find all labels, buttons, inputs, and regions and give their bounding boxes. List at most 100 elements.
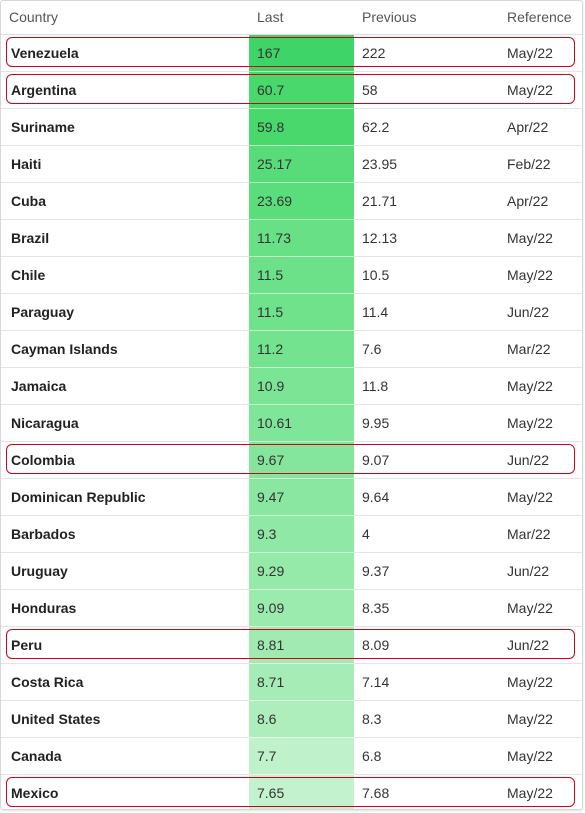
- last-value-cell: 59.8: [249, 107, 354, 145]
- country-link[interactable]: Colombia: [11, 451, 75, 468]
- country-cell: Mexico: [1, 773, 249, 809]
- table-row: Costa Rica 8.71 7.14 May/22: [1, 662, 582, 700]
- previous-value-cell: 8.3: [354, 699, 499, 737]
- table-row: Haiti 25.17 23.95 Feb/22: [1, 144, 582, 182]
- previous-value-cell: 7.68: [354, 773, 499, 809]
- table-body: Venezuela 167 222 May/22 Argentina 60.7 58 May/…: [1, 33, 582, 809]
- country-cell: Cuba: [1, 181, 249, 219]
- reference-cell: Jun/22: [499, 551, 582, 589]
- country-cell: Canada: [1, 736, 249, 774]
- table-row: Honduras 9.09 8.35 May/22: [1, 588, 582, 626]
- previous-value-cell: 10.5: [354, 255, 499, 293]
- last-value-cell: 8.71: [249, 662, 354, 700]
- table-row: Mexico 7.65 7.68 May/22: [1, 773, 582, 809]
- country-cell: Jamaica: [1, 366, 249, 404]
- country-link[interactable]: Dominican Republic: [11, 488, 146, 505]
- previous-value-cell: 9.07: [354, 440, 499, 478]
- table-row: Venezuela 167 222 May/22: [1, 33, 582, 71]
- previous-value-cell: 21.71: [354, 181, 499, 219]
- previous-value-cell: 12.13: [354, 218, 499, 256]
- previous-value-cell: 9.37: [354, 551, 499, 589]
- previous-value-cell: 9.95: [354, 403, 499, 441]
- country-cell: Argentina: [1, 70, 249, 108]
- country-link[interactable]: Chile: [11, 266, 46, 283]
- country-cell: Peru: [1, 625, 249, 663]
- country-link[interactable]: Venezuela: [11, 44, 79, 61]
- country-link[interactable]: United States: [11, 710, 101, 727]
- reference-cell: Apr/22: [499, 107, 582, 145]
- country-link[interactable]: Honduras: [11, 599, 77, 616]
- reference-cell: May/22: [499, 218, 582, 256]
- header-country[interactable]: Country: [1, 1, 249, 35]
- table-header: Country Last Previous Reference: [1, 1, 582, 35]
- last-value-cell: 11.5: [249, 255, 354, 293]
- country-link[interactable]: Argentina: [11, 81, 77, 98]
- country-link[interactable]: Jamaica: [11, 377, 67, 394]
- country-link[interactable]: Brazil: [11, 229, 50, 246]
- country-link[interactable]: Cuba: [11, 192, 46, 209]
- previous-value-cell: 11.8: [354, 366, 499, 404]
- country-link[interactable]: Mexico: [11, 784, 59, 801]
- last-value-cell: 9.67: [249, 440, 354, 478]
- country-cell: Chile: [1, 255, 249, 293]
- country-link[interactable]: Uruguay: [11, 562, 68, 579]
- country-link[interactable]: Suriname: [11, 118, 75, 135]
- reference-cell: Jun/22: [499, 292, 582, 330]
- table-row: Argentina 60.7 58 May/22: [1, 70, 582, 108]
- table-row: Peru 8.81 8.09 Jun/22: [1, 625, 582, 663]
- reference-cell: May/22: [499, 477, 582, 515]
- country-link[interactable]: Nicaragua: [11, 414, 79, 431]
- country-link[interactable]: Canada: [11, 747, 62, 764]
- reference-cell: Jun/22: [499, 625, 582, 663]
- country-cell: Nicaragua: [1, 403, 249, 441]
- previous-value-cell: 6.8: [354, 736, 499, 774]
- table-row: United States 8.6 8.3 May/22: [1, 699, 582, 737]
- country-link[interactable]: Cayman Islands: [11, 340, 118, 357]
- table-row: Canada 7.7 6.8 May/22: [1, 736, 582, 774]
- country-cell: Honduras: [1, 588, 249, 626]
- last-value-cell: 10.61: [249, 403, 354, 441]
- header-reference[interactable]: Reference: [499, 1, 582, 35]
- reference-cell: Jun/22: [499, 440, 582, 478]
- reference-cell: May/22: [499, 588, 582, 626]
- previous-value-cell: 4: [354, 514, 499, 552]
- last-value-cell: 8.81: [249, 625, 354, 663]
- last-value-cell: 9.09: [249, 588, 354, 626]
- table-row: Brazil 11.73 12.13 May/22: [1, 218, 582, 256]
- table-row: Uruguay 9.29 9.37 Jun/22: [1, 551, 582, 589]
- previous-value-cell: 62.2: [354, 107, 499, 145]
- table-row: Cayman Islands 11.2 7.6 Mar/22: [1, 329, 582, 367]
- reference-cell: May/22: [499, 736, 582, 774]
- table-row: Nicaragua 10.61 9.95 May/22: [1, 403, 582, 441]
- reference-cell: Mar/22: [499, 514, 582, 552]
- reference-cell: May/22: [499, 699, 582, 737]
- last-value-cell: 9.29: [249, 551, 354, 589]
- country-link[interactable]: Haiti: [11, 155, 42, 172]
- table-row: Suriname 59.8 62.2 Apr/22: [1, 107, 582, 145]
- reference-cell: Apr/22: [499, 181, 582, 219]
- reference-cell: May/22: [499, 255, 582, 293]
- table-row: Jamaica 10.9 11.8 May/22: [1, 366, 582, 404]
- last-value-cell: 11.2: [249, 329, 354, 367]
- previous-value-cell: 7.14: [354, 662, 499, 700]
- last-value-cell: 167: [249, 33, 354, 71]
- reference-cell: May/22: [499, 773, 582, 809]
- reference-cell: May/22: [499, 70, 582, 108]
- previous-value-cell: 222: [354, 33, 499, 71]
- country-link[interactable]: Barbados: [11, 525, 76, 542]
- previous-value-cell: 7.6: [354, 329, 499, 367]
- country-cell: Haiti: [1, 144, 249, 182]
- reference-cell: May/22: [499, 403, 582, 441]
- country-cell: Barbados: [1, 514, 249, 552]
- header-previous[interactable]: Previous: [354, 1, 499, 35]
- country-link[interactable]: Paraguay: [11, 303, 75, 320]
- country-link[interactable]: Peru: [11, 636, 43, 653]
- country-cell: Uruguay: [1, 551, 249, 589]
- table-row: Chile 11.5 10.5 May/22: [1, 255, 582, 293]
- country-link[interactable]: Costa Rica: [11, 673, 84, 690]
- country-cell: United States: [1, 699, 249, 737]
- reference-cell: Mar/22: [499, 329, 582, 367]
- header-last[interactable]: Last: [249, 1, 354, 35]
- country-cell: Venezuela: [1, 33, 249, 71]
